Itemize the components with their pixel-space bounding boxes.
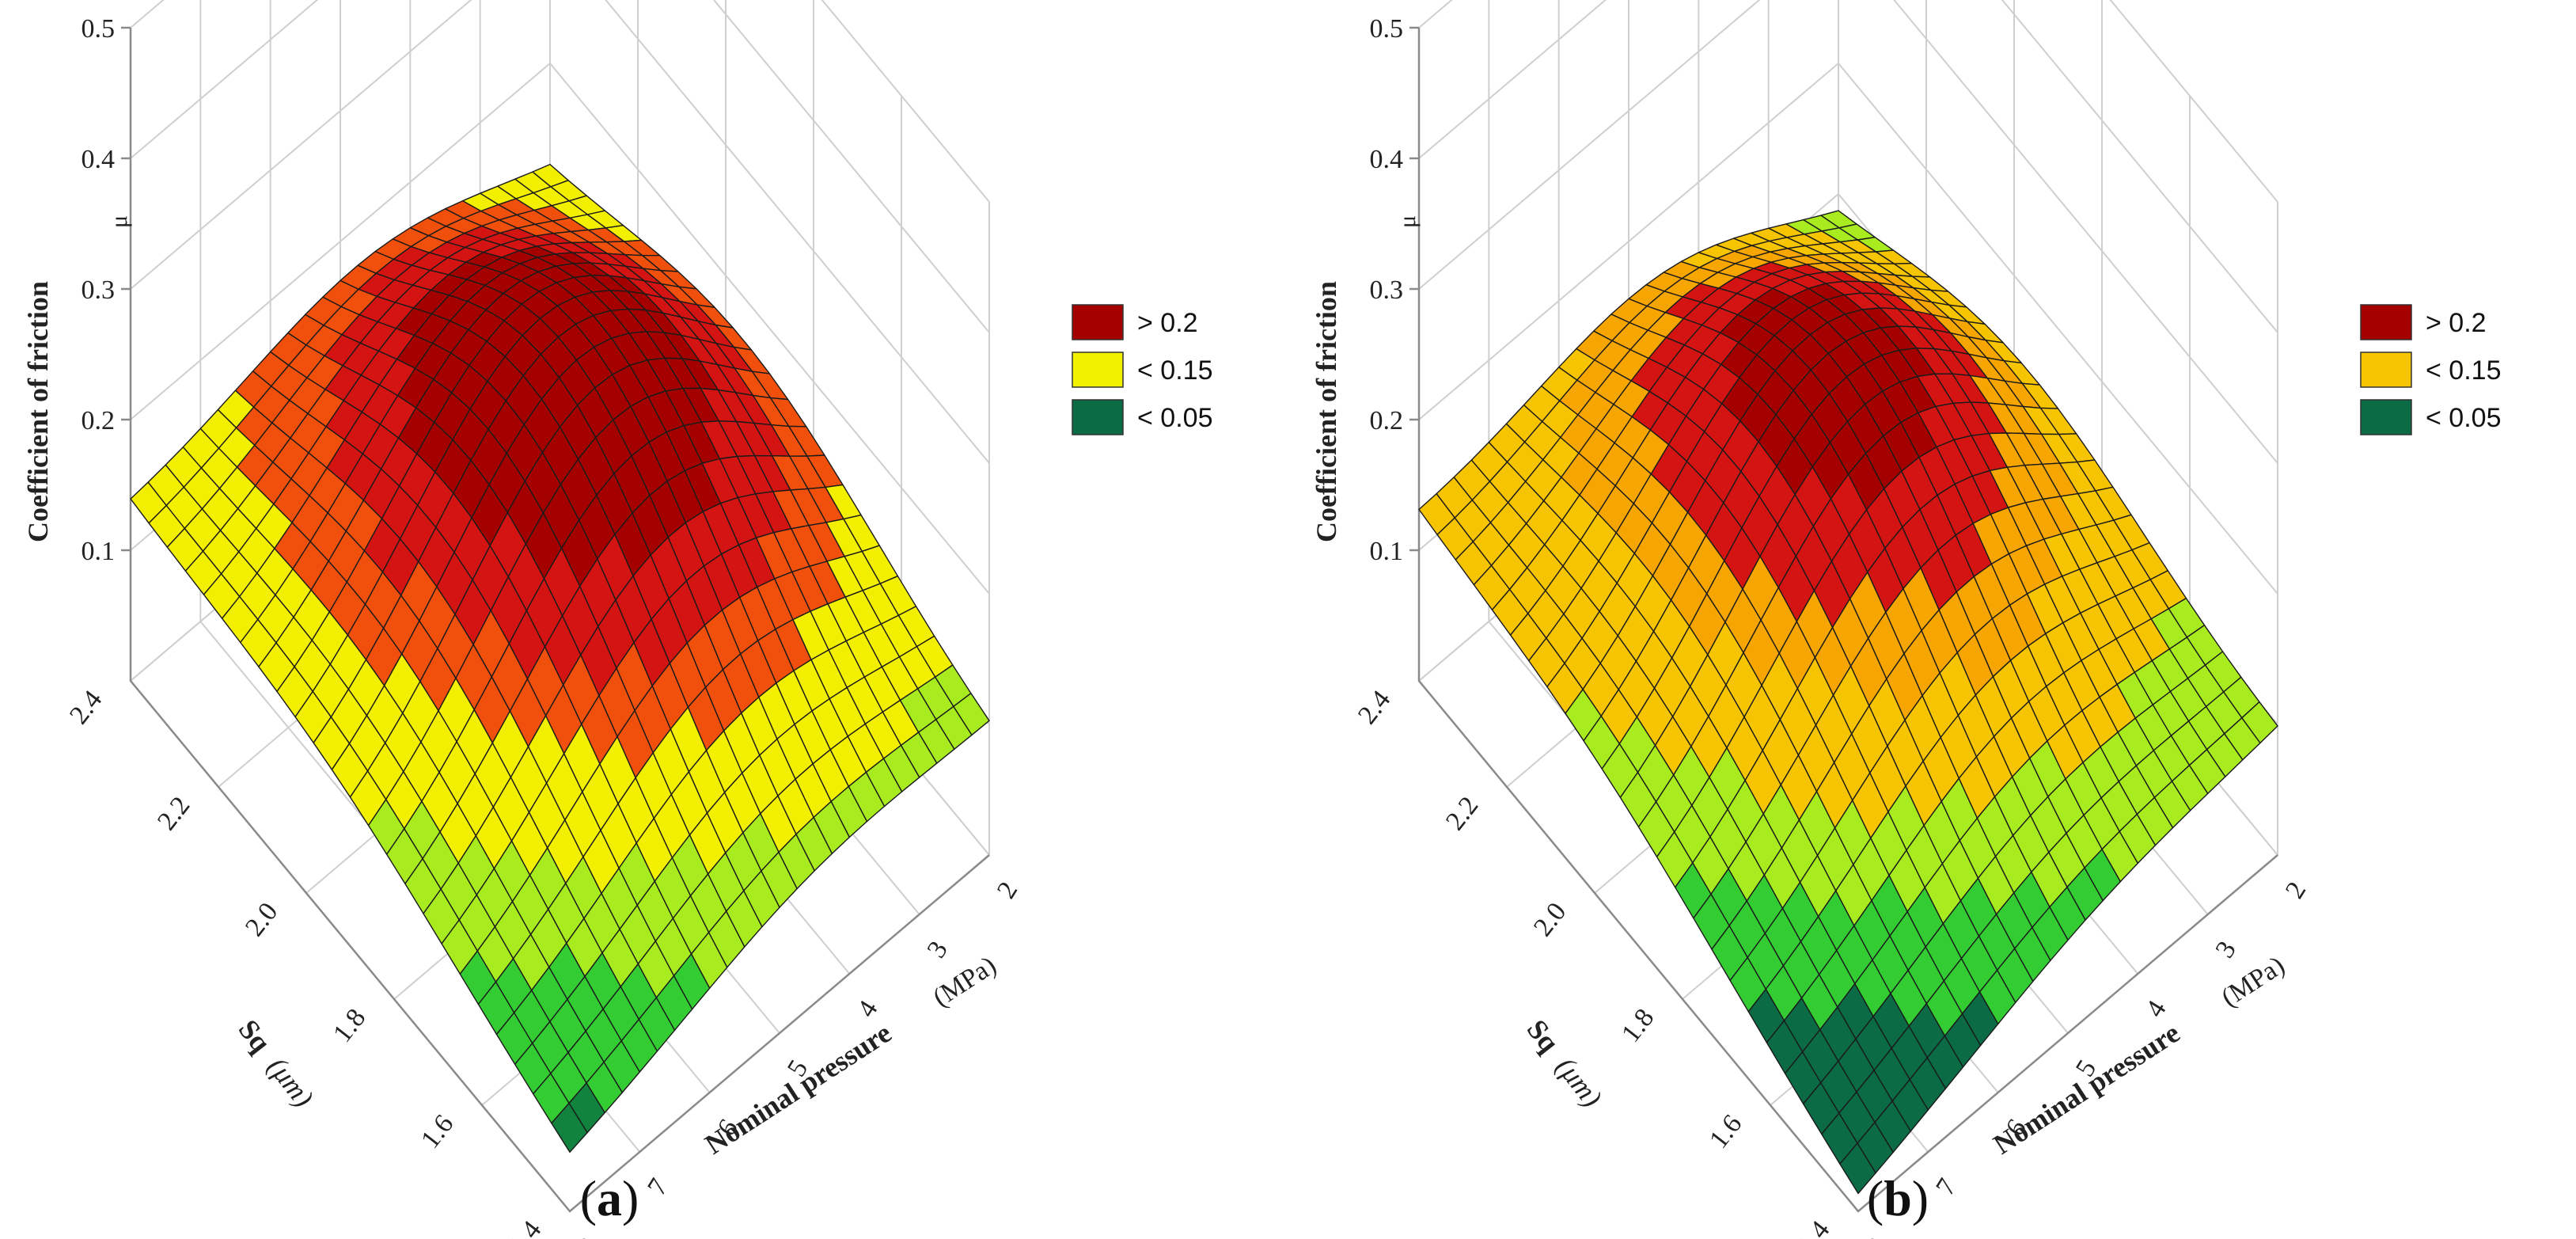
axis-frame	[129, 28, 990, 1213]
pressure-tick-label: 8	[572, 1233, 604, 1239]
legend-label: < 0.05	[2426, 403, 2501, 433]
z-axis-title: Coefficient of friction	[1311, 281, 1342, 542]
legend-swatch	[2360, 352, 2412, 388]
legend-b: > 0.2 < 0.15 < 0.05	[2360, 304, 2501, 435]
z-axis-title: Coefficient of friction	[22, 281, 54, 542]
grid-z-line	[130, 0, 990, 203]
pressure-tick-label: 8	[1861, 1233, 1892, 1239]
legend-swatch	[2360, 399, 2412, 435]
surface-cell	[1839, 1142, 1876, 1195]
sq-tick-label: 1.6	[1704, 1109, 1747, 1153]
sq-tick-label: 2.0	[1528, 897, 1572, 941]
legend-label: > 0.2	[2426, 308, 2487, 338]
legend-label: < 0.05	[1137, 403, 1212, 433]
sq-tick-label: 2.2	[152, 791, 195, 835]
sq-axis-unit: (μm)	[262, 1051, 320, 1113]
legend-swatch	[2360, 304, 2412, 340]
z-tick-label: 0.2	[1370, 406, 1404, 435]
pressure-axis-label: Nominal pressure	[1988, 1017, 2186, 1161]
sq-tick-label: 1.8	[1616, 1003, 1660, 1047]
z-tick-label: 0.1	[1370, 537, 1404, 566]
sq-tick-label: 2.2	[1440, 791, 1484, 835]
legend-swatch	[1072, 399, 1124, 435]
pressure-axis-title: Nominal pressure (MPa)	[700, 951, 1002, 1161]
chart-panel-a: 0.10.20.30.40.51.41.61.82.02.22.42345678…	[22, 0, 1212, 1239]
pressure-tick-label: 3	[922, 936, 954, 963]
legend-label: < 0.15	[1137, 355, 1212, 386]
pressure-tick-label: 7	[1930, 1173, 1962, 1200]
surface-chart-b: 0.10.20.30.40.51.41.61.82.02.22.42345678…	[1311, 0, 2501, 1239]
z-tick-label: 0.1	[82, 537, 116, 566]
legend-label: < 0.15	[2426, 355, 2501, 386]
z-tick-label: 0.5	[1370, 14, 1404, 44]
z-axis-symbol: μ	[1394, 215, 1421, 228]
legend-swatch	[1072, 304, 1124, 340]
z-tick-label: 0.5	[82, 14, 116, 44]
sq-tick-label: 2.0	[240, 897, 283, 941]
legend-swatch	[1072, 352, 1124, 388]
z-axis-symbol: μ	[106, 215, 132, 228]
sq-tick-label: 2.4	[1352, 685, 1396, 729]
sq-tick-label: 2.4	[64, 685, 108, 729]
z-tick-labels-b: 0.1 0.2 0.3 0.4 0.5	[1370, 14, 1404, 566]
sq-axis-label: Sq	[233, 1013, 277, 1058]
legend-label: > 0.2	[1137, 308, 1198, 338]
pressure-axis-unit: (MPa)	[2216, 951, 2290, 1013]
z-tick-label: 0.3	[1370, 276, 1404, 305]
z-tick-labels-a: 0.1 0.2 0.3 0.4 0.5	[82, 14, 116, 566]
surface-b	[1418, 210, 2278, 1195]
pressure-axis-unit: (MPa)	[928, 951, 1001, 1013]
panel-label: (b)	[1867, 1170, 1929, 1226]
panel-label: (a)	[580, 1170, 639, 1226]
sq-axis-title: Sq(μm)	[233, 1013, 320, 1113]
pressure-tick-label: 2	[992, 876, 1023, 903]
z-tick-label: 0.4	[1370, 145, 1404, 174]
pressure-tick-label: 3	[2210, 936, 2242, 963]
axis-frame	[1417, 28, 2278, 1213]
sq-axis-unit: (μm)	[1550, 1051, 1608, 1113]
sq-axis-title: Sq(μm)	[1521, 1013, 1608, 1113]
sq-tick-label: 1.4	[1792, 1215, 1835, 1239]
z-tick-label: 0.4	[82, 145, 116, 174]
legend-a: > 0.2 < 0.15 < 0.05	[1072, 304, 1212, 435]
sq-axis-label: Sq	[1521, 1013, 1565, 1058]
sq-tick-label: 1.8	[328, 1003, 371, 1047]
pressure-axis-label: Nominal pressure	[700, 1017, 897, 1161]
surface-chart-a: 0.10.20.30.40.51.41.61.82.02.22.42345678…	[22, 0, 1212, 1239]
pressure-tick-label: 7	[642, 1173, 673, 1200]
surface-a	[130, 163, 990, 1153]
z-tick-label: 0.3	[82, 276, 116, 305]
sq-tick-label: 1.4	[503, 1215, 547, 1239]
surface-cell	[551, 1102, 588, 1153]
chart-panel-b: 0.10.20.30.40.51.41.61.82.02.22.42345678…	[1288, 0, 2576, 1239]
grid-z-line	[1418, 0, 2278, 203]
sq-tick-label: 1.6	[415, 1109, 459, 1153]
pressure-tick-label: 2	[2280, 876, 2312, 903]
z-tick-label: 0.2	[82, 406, 116, 435]
